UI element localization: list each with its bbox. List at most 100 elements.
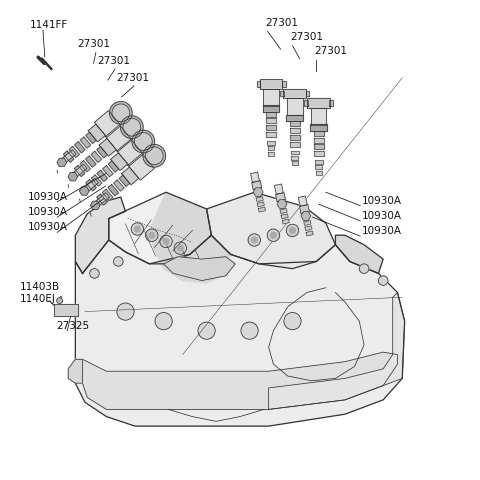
Circle shape bbox=[174, 242, 187, 254]
Polygon shape bbox=[114, 180, 124, 191]
Polygon shape bbox=[97, 194, 108, 205]
Circle shape bbox=[134, 132, 152, 150]
Polygon shape bbox=[291, 156, 298, 160]
Polygon shape bbox=[287, 98, 302, 116]
Polygon shape bbox=[267, 141, 275, 145]
Circle shape bbox=[90, 269, 99, 278]
Circle shape bbox=[286, 224, 299, 237]
Polygon shape bbox=[63, 151, 74, 162]
Polygon shape bbox=[266, 112, 276, 117]
Polygon shape bbox=[85, 156, 96, 167]
Polygon shape bbox=[336, 235, 383, 274]
Polygon shape bbox=[268, 152, 274, 156]
Text: 27301: 27301 bbox=[314, 46, 347, 56]
Polygon shape bbox=[290, 135, 300, 140]
Polygon shape bbox=[316, 171, 322, 175]
Circle shape bbox=[117, 303, 134, 320]
Text: 27301: 27301 bbox=[78, 39, 111, 49]
Polygon shape bbox=[291, 151, 299, 155]
Polygon shape bbox=[75, 197, 125, 274]
Polygon shape bbox=[290, 142, 300, 147]
Polygon shape bbox=[74, 166, 85, 177]
Polygon shape bbox=[292, 161, 298, 165]
Polygon shape bbox=[108, 161, 119, 172]
Polygon shape bbox=[86, 180, 96, 191]
Polygon shape bbox=[84, 179, 98, 192]
Circle shape bbox=[289, 228, 295, 233]
Polygon shape bbox=[80, 161, 90, 172]
Polygon shape bbox=[91, 151, 102, 163]
Circle shape bbox=[178, 245, 183, 251]
Text: 27301: 27301 bbox=[97, 56, 130, 66]
Polygon shape bbox=[282, 219, 289, 224]
Polygon shape bbox=[314, 131, 324, 136]
Polygon shape bbox=[280, 91, 284, 96]
Text: 1141FF: 1141FF bbox=[30, 20, 68, 30]
Text: 10930A: 10930A bbox=[28, 207, 68, 217]
Polygon shape bbox=[88, 124, 105, 142]
Polygon shape bbox=[300, 204, 310, 214]
Polygon shape bbox=[128, 154, 154, 180]
Polygon shape bbox=[62, 150, 76, 163]
Polygon shape bbox=[256, 197, 263, 202]
Polygon shape bbox=[287, 115, 303, 121]
Circle shape bbox=[131, 223, 144, 235]
Text: 10930A: 10930A bbox=[362, 196, 402, 205]
Polygon shape bbox=[282, 81, 286, 87]
Polygon shape bbox=[304, 100, 308, 106]
Polygon shape bbox=[256, 81, 260, 87]
Circle shape bbox=[271, 232, 276, 238]
Polygon shape bbox=[307, 98, 330, 108]
Circle shape bbox=[145, 147, 163, 165]
Polygon shape bbox=[311, 124, 327, 131]
Polygon shape bbox=[257, 202, 264, 207]
Circle shape bbox=[145, 229, 158, 241]
Circle shape bbox=[267, 229, 280, 241]
Polygon shape bbox=[266, 125, 276, 131]
Polygon shape bbox=[267, 146, 275, 150]
Circle shape bbox=[123, 118, 141, 136]
Polygon shape bbox=[97, 146, 107, 158]
Polygon shape bbox=[329, 100, 333, 106]
Polygon shape bbox=[251, 172, 260, 182]
Text: 27325: 27325 bbox=[56, 321, 89, 331]
Circle shape bbox=[252, 237, 257, 243]
Polygon shape bbox=[263, 105, 279, 112]
Polygon shape bbox=[314, 138, 324, 143]
Polygon shape bbox=[73, 164, 87, 177]
Polygon shape bbox=[54, 304, 78, 316]
Text: 27301: 27301 bbox=[116, 72, 149, 83]
Circle shape bbox=[241, 322, 258, 339]
Polygon shape bbox=[305, 226, 312, 231]
Polygon shape bbox=[109, 192, 211, 264]
Polygon shape bbox=[314, 151, 324, 156]
Circle shape bbox=[198, 322, 215, 339]
Circle shape bbox=[57, 298, 62, 303]
Polygon shape bbox=[121, 167, 139, 185]
Polygon shape bbox=[74, 142, 85, 153]
Polygon shape bbox=[206, 192, 336, 269]
Text: 10930A: 10930A bbox=[362, 211, 402, 221]
Polygon shape bbox=[275, 184, 283, 194]
Polygon shape bbox=[311, 108, 326, 125]
Polygon shape bbox=[252, 181, 262, 190]
Circle shape bbox=[134, 226, 140, 232]
Polygon shape bbox=[315, 166, 322, 169]
Text: 10930A: 10930A bbox=[28, 192, 68, 202]
Circle shape bbox=[155, 312, 172, 330]
Polygon shape bbox=[280, 209, 287, 214]
Polygon shape bbox=[108, 185, 119, 196]
Polygon shape bbox=[266, 132, 276, 137]
Polygon shape bbox=[315, 160, 323, 164]
Polygon shape bbox=[103, 166, 113, 177]
Polygon shape bbox=[314, 144, 324, 149]
Text: 1140EJ: 1140EJ bbox=[20, 294, 55, 304]
Polygon shape bbox=[164, 257, 235, 281]
Polygon shape bbox=[97, 170, 108, 181]
Circle shape bbox=[132, 130, 155, 153]
Polygon shape bbox=[119, 175, 130, 186]
Polygon shape bbox=[110, 153, 128, 170]
Polygon shape bbox=[106, 125, 132, 152]
Polygon shape bbox=[102, 189, 113, 201]
Circle shape bbox=[114, 257, 123, 266]
